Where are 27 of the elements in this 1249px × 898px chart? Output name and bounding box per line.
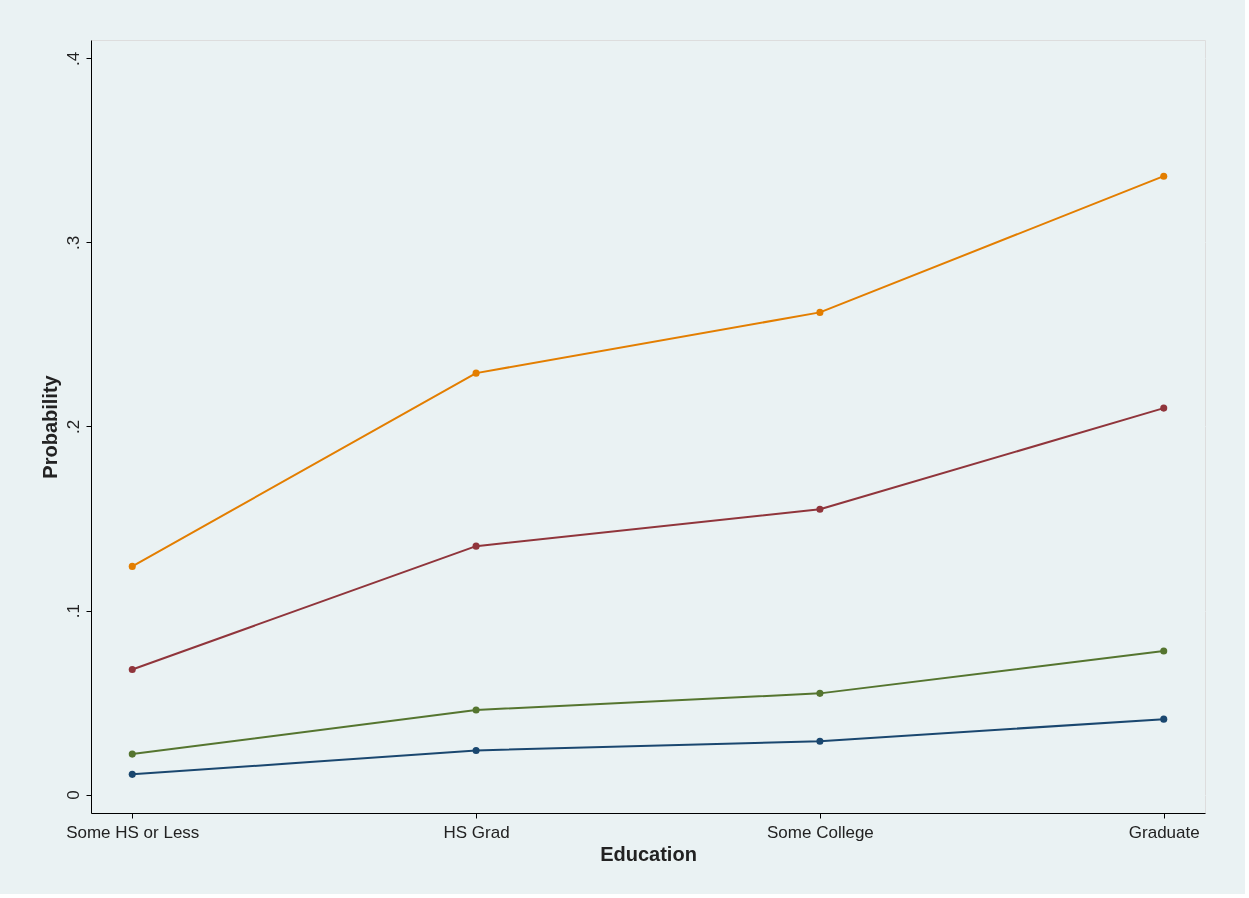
point xyxy=(816,505,824,513)
y-tick-label: .2 xyxy=(63,419,83,435)
point xyxy=(472,706,480,714)
point xyxy=(816,737,824,745)
point xyxy=(128,562,136,570)
point xyxy=(472,369,480,377)
y-tick-label: .3 xyxy=(63,235,83,251)
point xyxy=(1160,404,1168,412)
point xyxy=(472,746,480,754)
x-axis-title: Education xyxy=(600,842,697,865)
point xyxy=(128,770,136,778)
point xyxy=(816,308,824,316)
point xyxy=(816,689,824,697)
x-tick-label: HS Grad xyxy=(443,822,510,842)
x-tick-label: Some HS or Less xyxy=(66,822,200,842)
point xyxy=(472,542,480,550)
point xyxy=(1160,647,1168,655)
y-axis-title: Probability xyxy=(38,374,61,479)
y-tick-label: 0 xyxy=(63,790,83,800)
y-tick-label: .1 xyxy=(63,603,83,619)
x-tick-label: Graduate xyxy=(1128,822,1200,842)
point xyxy=(128,665,136,673)
y-tick-label: .4 xyxy=(63,51,83,66)
point xyxy=(1160,715,1168,723)
point xyxy=(128,750,136,758)
point xyxy=(1160,172,1168,180)
x-tick-label: Some College xyxy=(767,822,874,842)
